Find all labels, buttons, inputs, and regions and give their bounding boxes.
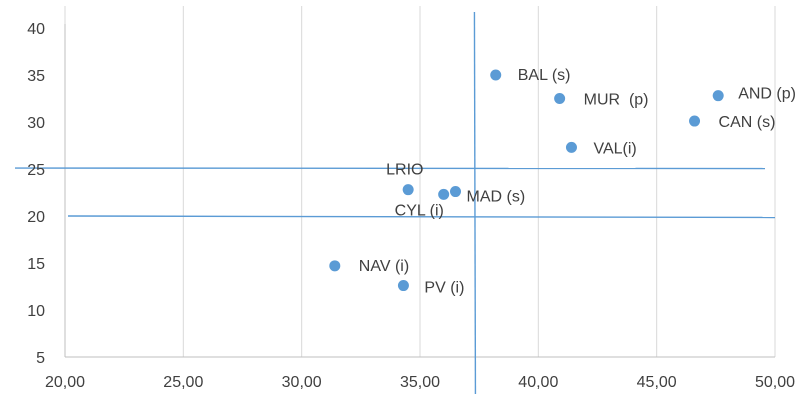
data-point (329, 260, 341, 272)
point-label: CAN (s) (719, 114, 776, 131)
data-point (565, 141, 577, 153)
point-label: MUR (p) (584, 92, 649, 109)
x-tick-label: 40,00 (518, 374, 558, 391)
x-tick-label: 25,00 (163, 374, 203, 391)
point-label: CYL (i) (395, 202, 444, 219)
y-tick-label: 15 (27, 256, 45, 273)
point-labels: BAL (s) MUR (p) AND (p) CAN (s) VAL(i) LRIO CY… (359, 67, 796, 297)
data-point (402, 184, 414, 196)
reference-line-horizontal-upper (14, 167, 766, 170)
reference-line-vertical (473, 11, 477, 395)
x-tick-label: 20,00 (45, 374, 85, 391)
data-point (397, 280, 409, 292)
data-point (490, 69, 502, 81)
x-tick-label: 50,00 (755, 374, 795, 391)
data-points (329, 69, 724, 292)
data-point (438, 188, 450, 200)
data-point (554, 93, 566, 104)
point-label: PV (i) (424, 280, 464, 297)
y-tick-label: 40 (27, 21, 45, 38)
y-tick-label: 5 (36, 350, 45, 367)
data-point (689, 115, 701, 127)
x-tick-label: 35,00 (400, 374, 440, 391)
point-label: MAD (s) (467, 189, 526, 206)
tick-labels: 20,00 25,00 30,00 35,00 40,00 45,00 50,00 5 10 15… (27, 21, 795, 391)
y-tick-label: 35 (27, 68, 45, 85)
reference-lines (14, 11, 776, 395)
point-label: LRIO (386, 162, 423, 179)
reference-line-horizontal-lower (67, 215, 776, 219)
grid-lines (64, 6, 776, 357)
axes (64, 24, 775, 358)
x-tick-label: 30,00 (282, 374, 322, 391)
point-label: AND (p) (738, 86, 796, 103)
y-tick-label: 20 (27, 209, 45, 226)
y-tick-label: 30 (27, 115, 45, 132)
x-tick-label: 45,00 (637, 374, 677, 391)
y-tick-label: 25 (27, 162, 45, 179)
data-point (712, 90, 724, 102)
point-label: BAL (s) (518, 67, 571, 84)
y-tick-label: 10 (27, 303, 45, 320)
point-label: VAL(i) (593, 140, 636, 157)
point-label: NAV (i) (359, 258, 409, 275)
data-point (450, 186, 461, 198)
